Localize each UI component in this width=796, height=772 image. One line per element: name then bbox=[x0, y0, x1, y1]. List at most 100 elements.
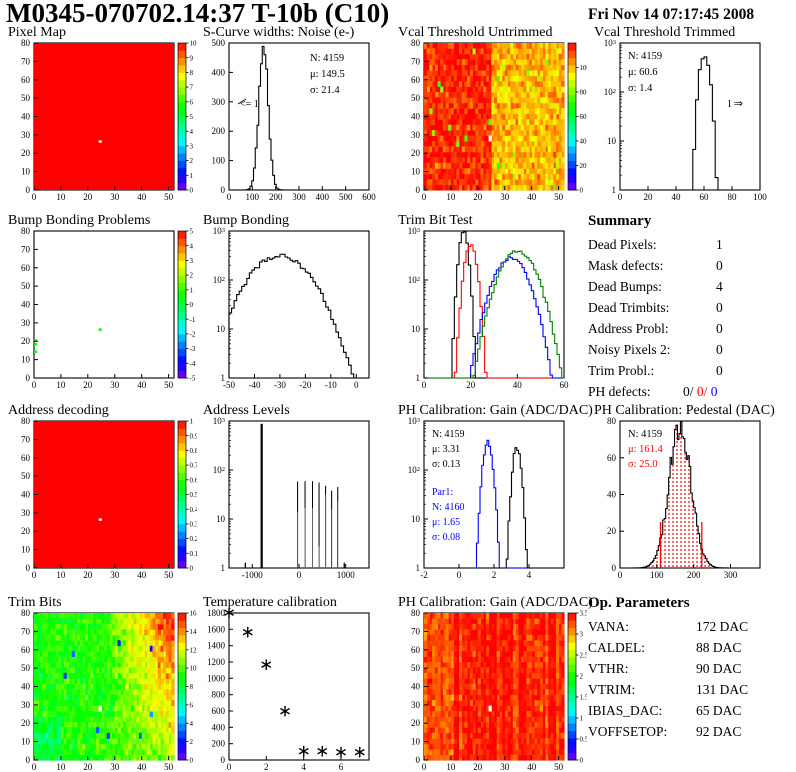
svg-text:50: 50 bbox=[164, 192, 174, 202]
svg-text:0: 0 bbox=[422, 762, 427, 772]
svg-text:20: 20 bbox=[83, 192, 93, 202]
svg-text:-1: -1 bbox=[190, 316, 196, 324]
svg-text:30: 30 bbox=[21, 130, 31, 140]
svg-text:60: 60 bbox=[560, 380, 570, 390]
svg-text:100: 100 bbox=[580, 64, 588, 72]
svg-text:5: 5 bbox=[190, 228, 194, 236]
svg-text:2: 2 bbox=[492, 570, 497, 580]
svg-text:1200: 1200 bbox=[207, 657, 226, 667]
svg-text:0: 0 bbox=[227, 762, 232, 772]
svg-text:70: 70 bbox=[411, 56, 421, 66]
svg-text:1: 1 bbox=[221, 563, 226, 573]
svg-text:30: 30 bbox=[21, 508, 31, 518]
svg-text:1600: 1600 bbox=[207, 624, 226, 634]
svg-text:0.6: 0.6 bbox=[190, 476, 198, 484]
svg-text:10: 10 bbox=[21, 545, 31, 555]
svg-text:0: 0 bbox=[221, 755, 226, 765]
svg-text:10: 10 bbox=[446, 192, 456, 202]
svg-text:μ: 161.4: μ: 161.4 bbox=[628, 444, 664, 455]
svg-text:8: 8 bbox=[190, 69, 194, 77]
svg-text:10: 10 bbox=[56, 762, 66, 772]
svg-text:0.1: 0.1 bbox=[190, 550, 198, 558]
svg-text:50: 50 bbox=[411, 93, 421, 103]
svg-text:300: 300 bbox=[724, 570, 738, 580]
svg-text:4: 4 bbox=[527, 570, 532, 580]
svg-text:80: 80 bbox=[411, 39, 421, 48]
svg-text:40: 40 bbox=[411, 682, 421, 692]
svg-text:70: 70 bbox=[21, 56, 31, 66]
svg-text:70: 70 bbox=[411, 626, 421, 636]
svg-text:-2: -2 bbox=[190, 331, 196, 339]
svg-text:70: 70 bbox=[21, 244, 31, 254]
svg-text:1: 1 bbox=[612, 185, 617, 195]
svg-text:103: 103 bbox=[213, 227, 225, 236]
svg-text:σ: 25.0: σ: 25.0 bbox=[628, 459, 658, 470]
svg-text:μ: 3.31: μ: 3.31 bbox=[432, 444, 460, 455]
svg-text:-10: -10 bbox=[325, 380, 337, 390]
svg-text:20: 20 bbox=[411, 718, 421, 728]
svg-text:0: 0 bbox=[26, 373, 31, 383]
svg-text:103: 103 bbox=[213, 417, 225, 426]
svg-text:8: 8 bbox=[190, 683, 194, 691]
svg-text:30: 30 bbox=[110, 192, 120, 202]
svg-text:N: 4160: N: 4160 bbox=[432, 502, 465, 513]
svg-text:80: 80 bbox=[21, 417, 31, 426]
svg-text:40: 40 bbox=[672, 192, 682, 202]
svg-text:30: 30 bbox=[110, 762, 120, 772]
svg-text:40: 40 bbox=[137, 192, 147, 202]
svg-text:20: 20 bbox=[21, 148, 31, 158]
svg-text:μ: 60.6: μ: 60.6 bbox=[628, 67, 658, 78]
svg-text:1800: 1800 bbox=[207, 609, 226, 618]
svg-text:102: 102 bbox=[213, 275, 225, 285]
svg-text:1: 1 bbox=[190, 286, 194, 294]
svg-text:10: 10 bbox=[411, 514, 421, 524]
svg-text:500: 500 bbox=[339, 192, 353, 202]
svg-text:4: 4 bbox=[190, 128, 194, 136]
svg-text:0: 0 bbox=[457, 570, 462, 580]
svg-text:2: 2 bbox=[264, 762, 269, 772]
svg-text:100: 100 bbox=[753, 192, 767, 202]
svg-text:40: 40 bbox=[411, 112, 421, 122]
svg-text:50: 50 bbox=[21, 663, 31, 673]
svg-text:2: 2 bbox=[190, 272, 194, 280]
svg-text:10: 10 bbox=[216, 324, 226, 334]
svg-text:6: 6 bbox=[190, 702, 194, 710]
svg-text:40: 40 bbox=[137, 762, 147, 772]
svg-text:20: 20 bbox=[83, 570, 93, 580]
svg-text:60: 60 bbox=[411, 75, 421, 85]
svg-text:μ: 149.5: μ: 149.5 bbox=[310, 69, 345, 80]
svg-text:40: 40 bbox=[527, 192, 537, 202]
svg-text:10: 10 bbox=[216, 514, 226, 524]
svg-text:4: 4 bbox=[190, 720, 194, 728]
svg-text:80: 80 bbox=[21, 227, 31, 236]
svg-text:1400: 1400 bbox=[207, 641, 226, 651]
svg-text:800: 800 bbox=[212, 690, 226, 700]
svg-text:30: 30 bbox=[500, 762, 510, 772]
svg-text:0: 0 bbox=[26, 755, 31, 765]
svg-text:∗: ∗ bbox=[259, 655, 273, 674]
svg-text:80: 80 bbox=[607, 417, 617, 426]
svg-text:0: 0 bbox=[227, 192, 232, 202]
svg-text:∗: ∗ bbox=[278, 702, 292, 721]
svg-text:10: 10 bbox=[21, 167, 31, 177]
svg-text:0: 0 bbox=[32, 570, 37, 580]
svg-text:7: 7 bbox=[190, 84, 194, 92]
svg-text:20: 20 bbox=[83, 762, 93, 772]
svg-text:0: 0 bbox=[190, 757, 194, 765]
svg-text:103: 103 bbox=[604, 39, 616, 48]
svg-text:0: 0 bbox=[26, 185, 31, 195]
svg-text:50: 50 bbox=[164, 762, 174, 772]
svg-text:300: 300 bbox=[212, 97, 226, 107]
svg-text:200: 200 bbox=[687, 570, 701, 580]
svg-text:9: 9 bbox=[190, 54, 194, 62]
svg-text:-30: -30 bbox=[274, 380, 286, 390]
svg-text:30: 30 bbox=[21, 700, 31, 710]
svg-text:10: 10 bbox=[411, 737, 421, 747]
svg-text:10: 10 bbox=[21, 737, 31, 747]
svg-text:∗: ∗ bbox=[241, 622, 255, 641]
svg-text:30: 30 bbox=[411, 700, 421, 710]
svg-text:4: 4 bbox=[301, 762, 306, 772]
svg-text:5: 5 bbox=[190, 113, 194, 121]
svg-text:σ: 0.13: σ: 0.13 bbox=[432, 459, 460, 470]
svg-text:200: 200 bbox=[212, 739, 226, 749]
